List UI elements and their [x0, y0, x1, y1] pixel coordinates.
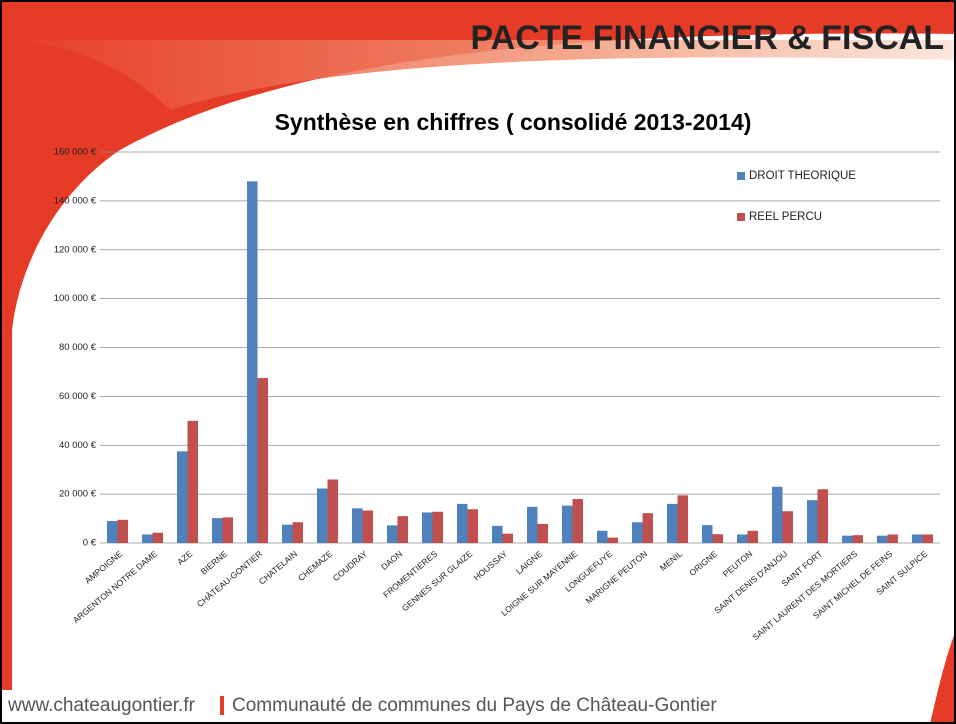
y-tick-label: 0 €: [83, 538, 97, 549]
bar: [877, 535, 888, 543]
legend-label: REEL PERCU: [749, 211, 822, 223]
bar: [702, 525, 713, 543]
bar: [842, 535, 853, 543]
footer-site: www.chateaugontier.fr: [7, 695, 196, 716]
chart-title: Synthèse en chiffres ( consolidé 2013-20…: [275, 109, 752, 135]
swoosh: [0, 0, 956, 690]
bar: [107, 521, 118, 543]
bar: [327, 479, 338, 543]
bar: [152, 532, 163, 543]
bar: [912, 534, 923, 543]
bar: [922, 534, 933, 543]
footer-separator: [220, 696, 224, 715]
bar: [257, 378, 268, 543]
y-tick-label: 20 000 €: [59, 489, 97, 500]
bar: [492, 525, 503, 543]
bar: [222, 517, 233, 543]
bar: [282, 524, 293, 543]
bar: [187, 420, 198, 543]
bar: [527, 506, 538, 543]
bar: [457, 503, 468, 543]
bar: [782, 511, 793, 543]
bar: [502, 533, 513, 543]
bar: [292, 522, 303, 543]
header-title: PACTE FINANCIER & FISCAL: [471, 19, 944, 57]
bar: [772, 486, 783, 543]
legend-swatch: [737, 172, 745, 180]
bar: [247, 181, 258, 543]
bar: [142, 534, 153, 543]
bar: [387, 525, 398, 543]
bar: [422, 512, 433, 543]
bar: [572, 499, 583, 543]
y-tick-label: 120 000 €: [54, 244, 97, 255]
bar: [317, 488, 328, 543]
y-tick-label: 60 000 €: [59, 391, 97, 402]
footer-organization: Communauté de communes du Pays de Châtea…: [232, 695, 717, 716]
corner-swoosh: [930, 630, 956, 724]
bar: [737, 534, 748, 543]
legend-swatch: [737, 213, 745, 221]
bar: [667, 503, 678, 543]
bar: [397, 516, 408, 543]
bar: [177, 451, 188, 543]
bar: [817, 489, 828, 543]
y-tick-label: 80 000 €: [59, 342, 97, 353]
bar: [212, 518, 223, 543]
bar: [562, 505, 573, 543]
bar: [887, 534, 898, 543]
bar: [607, 537, 618, 543]
bar: [352, 508, 363, 543]
bar: [467, 509, 478, 543]
bar: [597, 530, 608, 543]
bar: [712, 534, 723, 543]
bar: [642, 513, 653, 543]
bar: [852, 535, 863, 543]
bar: [362, 510, 373, 543]
bar: [807, 500, 818, 543]
bar: [432, 511, 443, 543]
y-tick-label: 160 000 €: [54, 147, 97, 158]
bar: [747, 530, 758, 543]
legend-label: DROIT THEORIQUE: [749, 170, 856, 182]
y-tick-label: 100 000 €: [54, 293, 97, 304]
bar: [537, 523, 548, 543]
header-band: [20, 40, 956, 110]
bar: [632, 522, 643, 543]
bar: [677, 495, 688, 543]
y-tick-label: 140 000 €: [54, 195, 97, 206]
bar: [117, 519, 128, 543]
y-tick-label: 40 000 €: [59, 440, 97, 451]
